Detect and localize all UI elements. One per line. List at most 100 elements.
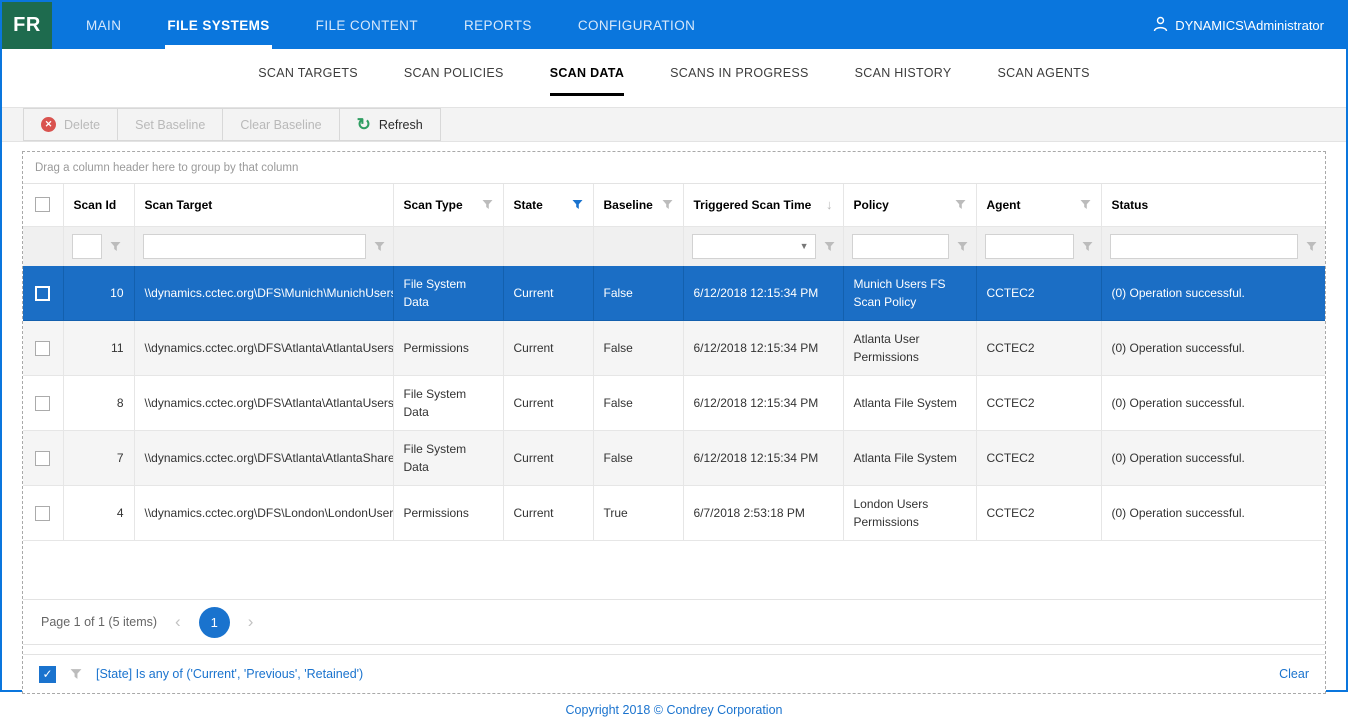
grid-empty-space (23, 541, 1325, 600)
cell-select (23, 266, 64, 321)
cell-state: Current (503, 320, 594, 376)
sort-descending-icon[interactable]: ↓ (826, 197, 833, 213)
filter-funnel-icon[interactable] (482, 199, 493, 210)
app-logo: FR (2, 2, 52, 49)
cell-state: Current (503, 430, 594, 486)
refresh-icon: ↻ (356, 115, 371, 134)
set-baseline-button[interactable]: Set Baseline (117, 108, 224, 141)
cell-status: (0) Operation successful. (1101, 266, 1325, 321)
filter-funnel-icon[interactable] (957, 241, 968, 252)
cell-baseline: False (593, 430, 684, 486)
filter-funnel-icon[interactable] (662, 199, 673, 210)
row-checkbox[interactable] (35, 341, 51, 357)
tab-scan-agents[interactable]: SCAN AGENTS (997, 65, 1090, 80)
column-header-policy[interactable]: Policy (843, 184, 977, 226)
nav-item-file-content[interactable]: FILE CONTENT (315, 18, 418, 33)
refresh-button[interactable]: ↻ Refresh (338, 108, 441, 141)
table-row[interactable]: 11 \\dynamics.cctec.org\DFS\Atlanta\Atla… (23, 320, 1325, 376)
triggered-scan-time-filter-dropdown[interactable]: ▼ (691, 233, 816, 259)
cell-select (23, 320, 64, 376)
column-header-scan-target[interactable]: Scan Target (134, 184, 394, 226)
column-header-scan-id[interactable]: Scan Id (63, 184, 135, 226)
filter-summary-bar: ✓ [State] Is any of ('Current', 'Previou… (23, 654, 1325, 693)
cell-policy: Atlanta User Permissions (843, 320, 977, 376)
cell-scan-type: File System Data (393, 430, 504, 486)
toolbar: ✕ Delete Set Baseline Clear Baseline ↻ R… (2, 107, 1346, 142)
filter-funnel-icon[interactable] (1080, 199, 1091, 210)
cell-scan-target: \\dynamics.cctec.org\DFS\Atlanta\Atlanta… (134, 375, 394, 431)
column-header-agent[interactable]: Agent (976, 184, 1102, 226)
page-1-button[interactable]: 1 (198, 606, 230, 638)
table-row[interactable]: 4 \\dynamics.cctec.org\DFS\London\London… (23, 485, 1325, 541)
tab-scan-targets[interactable]: SCAN TARGETS (258, 65, 358, 80)
tab-scan-data[interactable]: SCAN DATA (549, 49, 625, 96)
row-checkbox[interactable] (35, 286, 51, 302)
policy-filter-input[interactable] (851, 233, 949, 259)
cell-agent: CCTEC2 (976, 430, 1102, 486)
cell-policy: London Users Permissions (843, 485, 977, 541)
cell-scan-id: 4 (63, 485, 135, 541)
cell-policy: Atlanta File System (843, 375, 977, 431)
next-page-icon[interactable]: › (247, 612, 254, 631)
group-by-panel[interactable]: Drag a column header here to group by th… (23, 152, 1325, 184)
nav-item-main[interactable]: MAIN (86, 18, 122, 33)
nav-item-configuration[interactable]: CONFIGURATION (577, 18, 696, 33)
user-menu[interactable]: DYNAMICS\Administrator (1153, 2, 1346, 49)
main-content: Drag a column header here to group by th… (2, 142, 1346, 694)
column-header-select-all (23, 184, 64, 226)
cell-baseline: True (593, 485, 684, 541)
tab-scans-in-progress[interactable]: SCANS IN PROGRESS (670, 65, 809, 80)
clear-filter-link[interactable]: Clear (1279, 667, 1309, 681)
cell-baseline: False (593, 266, 684, 321)
cell-agent: CCTEC2 (976, 375, 1102, 431)
cell-triggered-scan-time: 6/7/2018 2:53:18 PM (683, 485, 844, 541)
active-filter-description[interactable]: [State] Is any of ('Current', 'Previous'… (96, 667, 364, 681)
filter-enabled-checkbox[interactable]: ✓ (39, 665, 56, 683)
row-checkbox[interactable] (35, 451, 51, 467)
column-header-state[interactable]: State (503, 184, 594, 226)
main-nav: MAIN FILE SYSTEMS FILE CONTENT REPORTS C… (84, 2, 739, 49)
row-checkbox[interactable] (35, 506, 51, 522)
filter-funnel-icon[interactable] (1306, 241, 1317, 252)
grid-body: 10 \\dynamics.cctec.org\DFS\Munich\Munic… (23, 266, 1325, 541)
active-filter-funnel-icon[interactable] (572, 199, 583, 210)
filter-funnel-icon[interactable] (955, 199, 966, 210)
cell-status: (0) Operation successful. (1101, 430, 1325, 486)
nav-item-file-systems[interactable]: FILE SYSTEMS (165, 2, 272, 49)
table-row[interactable]: 10 \\dynamics.cctec.org\DFS\Munich\Munic… (23, 266, 1325, 321)
column-header-baseline[interactable]: Baseline (593, 184, 684, 226)
cell-scan-target: \\dynamics.cctec.org\DFS\Atlanta\Atlanta… (134, 320, 394, 376)
nav-item-reports[interactable]: REPORTS (463, 18, 532, 33)
cell-scan-type: File System Data (393, 266, 504, 321)
filter-funnel-icon[interactable] (824, 241, 835, 252)
agent-filter-input[interactable] (984, 233, 1074, 259)
filter-funnel-icon[interactable] (374, 241, 385, 252)
table-row[interactable]: 8 \\dynamics.cctec.org\DFS\Atlanta\Atlan… (23, 375, 1325, 431)
filter-funnel-icon[interactable] (110, 241, 121, 252)
cell-baseline: False (593, 375, 684, 431)
pager-gap (23, 645, 1325, 654)
column-header-triggered-scan-time[interactable]: Triggered Scan Time ↓ (683, 184, 844, 226)
clear-baseline-button[interactable]: Clear Baseline (222, 108, 340, 141)
column-header-scan-type[interactable]: Scan Type (393, 184, 504, 226)
user-icon (1153, 16, 1168, 35)
cell-scan-id: 10 (63, 266, 135, 321)
table-row[interactable]: 7 \\dynamics.cctec.org\DFS\Atlanta\Atlan… (23, 430, 1325, 486)
status-filter-input[interactable] (1109, 233, 1298, 259)
row-checkbox[interactable] (35, 396, 51, 412)
cell-scan-id: 7 (63, 430, 135, 486)
filter-funnel-icon[interactable] (1082, 241, 1093, 252)
select-all-checkbox[interactable] (35, 197, 51, 213)
cell-state: Current (503, 485, 594, 541)
delete-button[interactable]: ✕ Delete (23, 108, 119, 141)
scan-id-filter-input[interactable] (71, 233, 102, 259)
tab-scan-policies[interactable]: SCAN POLICIES (403, 65, 504, 80)
previous-page-icon[interactable]: ‹ (175, 612, 181, 631)
cell-select (23, 485, 64, 541)
column-header-status[interactable]: Status (1101, 184, 1325, 226)
footer: Copyright 2018 © Condrey Corporation (2, 694, 1346, 726)
scan-target-filter-input[interactable] (142, 233, 366, 259)
cell-scan-id: 11 (63, 320, 135, 376)
tab-scan-history[interactable]: SCAN HISTORY (854, 65, 952, 80)
